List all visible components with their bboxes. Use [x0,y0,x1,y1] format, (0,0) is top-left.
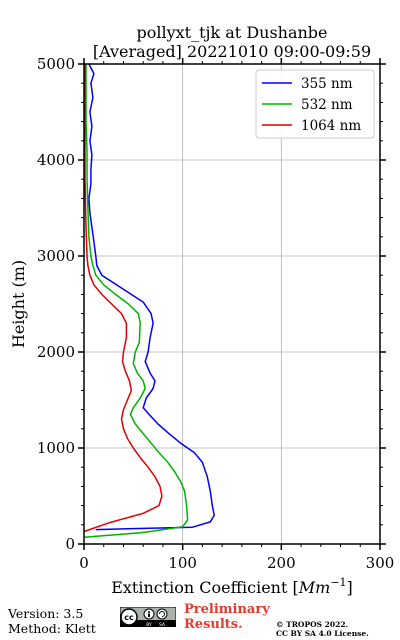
x-tick-label: 300 [366,554,395,572]
x-tick-label: 0 [79,554,89,572]
axis-ticks [78,58,386,550]
y-tick-label: 1000 [37,439,75,457]
x-axis-label: Extinction Coefficient [Mm−1] [111,576,353,597]
plot-frame [83,63,381,545]
svg-text:SA: SA [159,622,166,627]
y-tick-label: 3000 [37,247,75,265]
y-tick-label: 0 [65,535,75,553]
y-tick-label: 4000 [37,151,75,169]
chart-title-line2: [Averaged] 20221010 09:00-09:59 [93,42,371,61]
cc-by-sa-icon: cc BY SA [119,606,177,631]
legend-label: 532 nm [301,97,353,113]
copyright-line1: © TROPOS 2022. [276,620,349,629]
series-line-1064-nm [83,64,163,533]
version-text: Version: 3.5 [8,606,84,621]
preliminary-results-note: Preliminary Results. [184,602,270,632]
series-line-532-nm [83,64,189,539]
copyright-note: © TROPOS 2022. CC BY SA 4.0 License. [276,620,369,638]
legend-label: 355 nm [301,76,353,92]
x-tick-label: 200 [267,554,296,572]
legend-label: 1064 nm [301,118,361,134]
series-lines [83,63,215,539]
series-line-355-nm [88,63,215,531]
legend-box [255,69,375,139]
y-tick-label: 5000 [37,55,75,73]
version-info: Version: 3.5 Method: Klett [8,606,96,636]
legend: 355 nm 532 nm 1064 nm [255,69,375,139]
method-text: Method: Klett [8,621,96,636]
chart-title-line1: pollyxt_tjk at Dushanbe [136,23,327,42]
y-axis-label: Height (m) [9,260,28,348]
y-tick-label: 2000 [37,343,75,361]
prelim-line2: Results. [184,617,243,632]
extinction-profile-chart: pollyxt_tjk at Dushanbe [Averaged] 20221… [9,23,395,597]
svg-text:BY: BY [146,622,152,627]
x-tick-label: 100 [168,554,197,572]
svg-text:cc: cc [124,613,134,622]
copyright-line2: CC BY SA 4.0 License. [276,629,369,638]
prelim-line1: Preliminary [184,602,270,617]
